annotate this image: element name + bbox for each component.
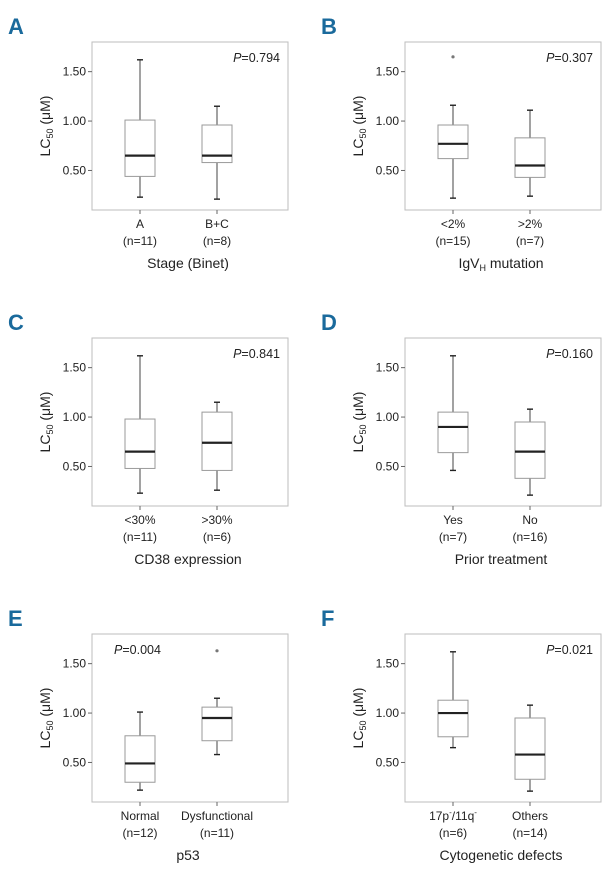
x-axis-label: Stage (Binet) bbox=[147, 255, 229, 271]
iqr-box bbox=[124, 119, 156, 177]
y-axis-label: LC50 (μM) bbox=[350, 392, 368, 453]
plot-frame bbox=[404, 633, 602, 803]
chart-panel-b: B P=0.307 1.50 1.00 0.50 LC50 (μM) <2% (n=15) >2… bbox=[313, 0, 613, 290]
group-n-label: (n=11) bbox=[200, 826, 234, 840]
y-tick-label: 1.50 bbox=[63, 361, 87, 375]
y-tick-label: 1.50 bbox=[376, 361, 400, 375]
chart-svg: C P=0.841 1.50 1.00 0.50 LC50 (μM) <30% (n=11) >… bbox=[8, 310, 289, 567]
iqr-box bbox=[201, 411, 233, 471]
panel-letter: F bbox=[321, 606, 334, 631]
chart-panel-a: A P=0.794 1.50 1.00 0.50 LC50 (μM) A (n=11) B+C (… bbox=[0, 0, 300, 290]
y-tick-label: 0.50 bbox=[376, 755, 400, 769]
chart-svg: F P=0.021 1.50 1.00 0.50 LC50 (μM) 17p-/11q- (n… bbox=[321, 606, 602, 863]
iqr-box bbox=[201, 706, 233, 742]
y-axis-label: LC50 (μM) bbox=[37, 688, 55, 749]
plot-frame bbox=[404, 41, 602, 211]
x-axis-label: Prior treatment bbox=[455, 551, 548, 567]
group-n-label: (n=6) bbox=[203, 530, 231, 544]
category-label: <2% bbox=[441, 217, 466, 231]
y-tick-label: 1.50 bbox=[63, 657, 87, 671]
outlier-point bbox=[451, 55, 455, 59]
category-label: B+C bbox=[205, 217, 229, 231]
plot-frame bbox=[91, 633, 289, 803]
iqr-box bbox=[514, 421, 546, 479]
iqr-box bbox=[514, 137, 546, 178]
iqr-box bbox=[124, 418, 156, 469]
chart-panel-e: E P=0.004 1.50 1.00 0.50 LC50 (μM) Normal (n=12… bbox=[0, 592, 300, 882]
group-n-label: (n=11) bbox=[123, 234, 157, 248]
group-n-label: (n=7) bbox=[516, 234, 544, 248]
category-label: Dysfunctional bbox=[181, 809, 253, 823]
y-axis-label: LC50 (μM) bbox=[350, 688, 368, 749]
category-label: <30% bbox=[124, 513, 155, 527]
y-tick-label: 1.00 bbox=[376, 706, 400, 720]
x-axis-label: p53 bbox=[176, 847, 200, 863]
chart-svg: E P=0.004 1.50 1.00 0.50 LC50 (μM) Normal (n=12… bbox=[8, 606, 289, 863]
y-tick-label: 1.50 bbox=[63, 65, 87, 79]
group-n-label: (n=8) bbox=[203, 234, 231, 248]
chart-svg: D P=0.160 1.50 1.00 0.50 LC50 (μM) Yes (n=7) No (… bbox=[321, 310, 602, 567]
p-value-label: P=0.307 bbox=[546, 51, 593, 65]
panel-letter: E bbox=[8, 606, 23, 631]
y-tick-label: 1.00 bbox=[376, 114, 400, 128]
y-axis-label: LC50 (μM) bbox=[350, 96, 368, 157]
y-axis-label: LC50 (μM) bbox=[37, 392, 55, 453]
category-label: Normal bbox=[121, 809, 160, 823]
panel-letter: C bbox=[8, 310, 24, 335]
plot-frame bbox=[404, 337, 602, 507]
y-tick-label: 1.00 bbox=[63, 410, 87, 424]
chart-panel-c: C P=0.841 1.50 1.00 0.50 LC50 (μM) <30% (n=11) >… bbox=[0, 296, 300, 586]
plot-frame bbox=[91, 337, 289, 507]
group-n-label: (n=7) bbox=[439, 530, 467, 544]
x-axis-label: CD38 expression bbox=[134, 551, 241, 567]
y-tick-label: 0.50 bbox=[63, 459, 87, 473]
iqr-box bbox=[124, 735, 156, 783]
p-value-label: P=0.004 bbox=[114, 643, 161, 657]
group-n-label: (n=12) bbox=[122, 826, 157, 840]
y-tick-label: 1.00 bbox=[376, 410, 400, 424]
p-value-label: P=0.794 bbox=[233, 51, 280, 65]
iqr-box bbox=[437, 699, 469, 738]
chart-svg: B P=0.307 1.50 1.00 0.50 LC50 (μM) <2% (n=15) >2… bbox=[321, 14, 602, 273]
y-tick-label: 0.50 bbox=[376, 163, 400, 177]
y-tick-label: 0.50 bbox=[63, 755, 87, 769]
category-label: Others bbox=[512, 809, 548, 823]
panel-letter: A bbox=[8, 14, 24, 39]
y-tick-label: 0.50 bbox=[376, 459, 400, 473]
group-n-label: (n=16) bbox=[512, 530, 547, 544]
y-axis-label: LC50 (μM) bbox=[37, 96, 55, 157]
category-label: A bbox=[136, 217, 144, 231]
chart-panel-f: F P=0.021 1.50 1.00 0.50 LC50 (μM) 17p-/11q- (n… bbox=[313, 592, 613, 882]
category-label: >2% bbox=[518, 217, 543, 231]
plot-frame bbox=[91, 41, 289, 211]
y-tick-label: 1.00 bbox=[63, 706, 87, 720]
category-label: >30% bbox=[201, 513, 232, 527]
category-label: No bbox=[522, 513, 538, 527]
x-axis-label: IgVH mutation bbox=[458, 255, 543, 273]
y-tick-label: 0.50 bbox=[63, 163, 87, 177]
p-value-label: P=0.021 bbox=[546, 643, 593, 657]
category-label: Yes bbox=[443, 513, 463, 527]
group-n-label: (n=14) bbox=[512, 826, 547, 840]
group-n-label: (n=15) bbox=[435, 234, 470, 248]
chart-panel-d: D P=0.160 1.50 1.00 0.50 LC50 (μM) Yes (n=7) No (… bbox=[313, 296, 613, 586]
panel-letter: B bbox=[321, 14, 337, 39]
y-tick-label: 1.50 bbox=[376, 657, 400, 671]
outlier-point bbox=[215, 649, 219, 653]
iqr-box bbox=[514, 717, 546, 780]
group-n-label: (n=6) bbox=[439, 826, 467, 840]
chart-svg: A P=0.794 1.50 1.00 0.50 LC50 (μM) A (n=11) B+C (… bbox=[8, 14, 289, 271]
y-tick-label: 1.50 bbox=[376, 65, 400, 79]
category-label: 17p-/11q- bbox=[429, 808, 477, 823]
panel-letter: D bbox=[321, 310, 337, 335]
p-value-label: P=0.841 bbox=[233, 347, 280, 361]
group-n-label: (n=11) bbox=[123, 530, 157, 544]
iqr-box bbox=[201, 124, 233, 164]
iqr-box bbox=[437, 411, 469, 454]
x-axis-label: Cytogenetic defects bbox=[440, 847, 563, 863]
p-value-label: P=0.160 bbox=[546, 347, 593, 361]
iqr-box bbox=[437, 124, 469, 160]
y-tick-label: 1.00 bbox=[63, 114, 87, 128]
